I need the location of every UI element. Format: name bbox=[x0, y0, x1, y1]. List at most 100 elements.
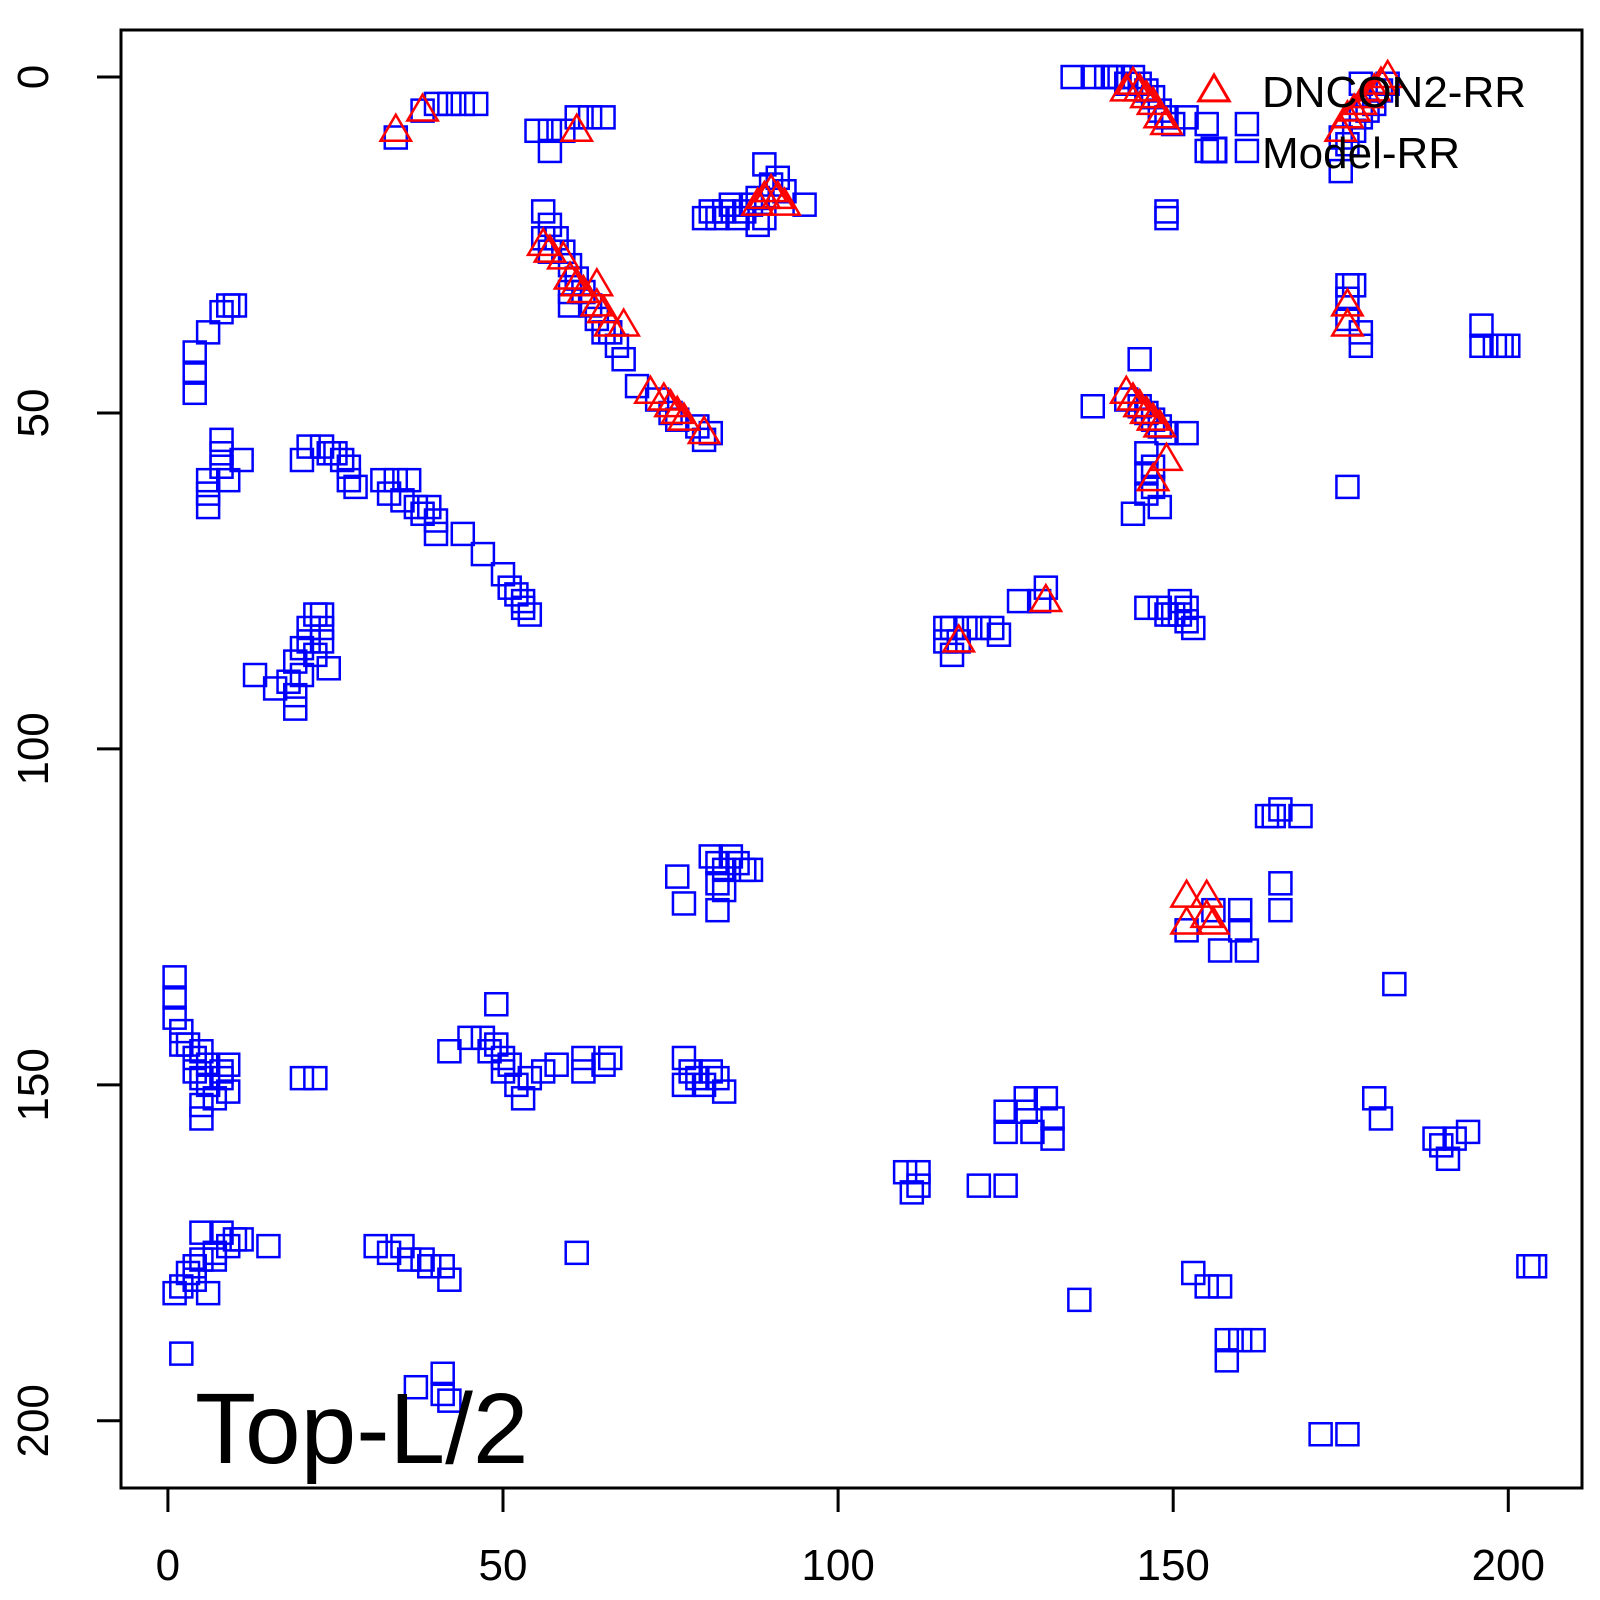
model-rr-point bbox=[189, 1092, 214, 1118]
dncon2-rr-point bbox=[1196, 905, 1231, 935]
model-rr-point bbox=[195, 494, 221, 520]
model-rr-point bbox=[1154, 602, 1179, 627]
dncon2-rr-point bbox=[1330, 287, 1365, 317]
model-rr-point bbox=[705, 850, 730, 876]
model-rr-point bbox=[383, 467, 409, 493]
model-rr-point bbox=[698, 844, 724, 869]
model-rr-point bbox=[463, 91, 489, 117]
x-tick-label: 200 bbox=[1472, 1541, 1545, 1590]
model-rr-point bbox=[403, 494, 429, 520]
y-tick-label: 150 bbox=[9, 1048, 58, 1121]
model-rr-point bbox=[1194, 1274, 1219, 1299]
dncon2-rr-point bbox=[552, 260, 588, 290]
model-rr-point bbox=[437, 91, 462, 117]
model-rr-point bbox=[685, 1065, 710, 1091]
model-rr-point bbox=[470, 1025, 496, 1051]
model-rr-point bbox=[189, 1220, 214, 1245]
model-rr-point bbox=[484, 991, 509, 1017]
model-rr-point bbox=[430, 1361, 455, 1387]
model-rr-point bbox=[162, 1280, 187, 1306]
model-rr-point bbox=[430, 1381, 455, 1407]
model-rr-point bbox=[571, 1059, 596, 1084]
model-rr-point bbox=[1013, 1099, 1038, 1124]
model-rr-point bbox=[537, 138, 563, 164]
dncon2-rr-point bbox=[1169, 878, 1204, 908]
x-tick-label: 50 bbox=[479, 1541, 528, 1590]
model-rr-point bbox=[892, 1159, 918, 1185]
model-rr-point bbox=[169, 1274, 194, 1299]
model-rr-point bbox=[504, 1072, 529, 1098]
model-rr-point bbox=[1308, 1421, 1333, 1447]
dncon2-rr-point bbox=[1370, 58, 1406, 89]
model-rr-point bbox=[1080, 394, 1106, 419]
model-rr-point bbox=[195, 1052, 221, 1077]
model-rr-point bbox=[1140, 454, 1166, 479]
model-rr-point bbox=[336, 454, 362, 479]
model-rr-point bbox=[484, 1032, 509, 1057]
model-rr-point bbox=[1174, 918, 1199, 943]
model-rr-point bbox=[175, 1032, 201, 1057]
model-rr-point bbox=[1288, 803, 1313, 829]
dncon2-rr-point bbox=[941, 622, 977, 653]
model-rr-point bbox=[1214, 1348, 1240, 1373]
model-rr-point bbox=[611, 346, 636, 372]
model-rr-point bbox=[189, 1247, 214, 1272]
model-rr-point bbox=[671, 891, 697, 916]
dncon2-rr-point bbox=[579, 287, 615, 317]
model-rr-point bbox=[1361, 1086, 1387, 1111]
model-rr-point bbox=[242, 662, 268, 688]
model-rr-point bbox=[691, 1072, 717, 1098]
model-rr-point bbox=[752, 152, 777, 177]
model-rr-point bbox=[303, 602, 328, 627]
model-rr-point bbox=[1482, 333, 1508, 359]
model-rr-point bbox=[517, 602, 543, 627]
model-rr-point bbox=[939, 642, 965, 668]
model-rr-point bbox=[417, 1254, 442, 1279]
legend: DNCON2-RR Model-RR bbox=[1196, 68, 1526, 178]
model-rr-point bbox=[711, 877, 737, 903]
model-rr-point bbox=[1174, 105, 1199, 130]
model-rr-point bbox=[1147, 494, 1173, 520]
model-rr-point bbox=[376, 1240, 402, 1266]
model-rr-point bbox=[1455, 1119, 1481, 1145]
model-rr-point bbox=[691, 427, 717, 453]
model-rr-point bbox=[410, 501, 435, 527]
model-rr-point bbox=[711, 199, 737, 224]
dncon2-rr-point bbox=[653, 387, 688, 418]
model-rr-point bbox=[1435, 1146, 1461, 1172]
dncon2-rr-point bbox=[1189, 878, 1225, 908]
model-rr-point bbox=[1254, 803, 1280, 829]
model-rr-point bbox=[678, 1059, 703, 1084]
model-rr-point bbox=[698, 1059, 724, 1084]
model-rr-point bbox=[1341, 273, 1367, 298]
model-rr-point bbox=[215, 293, 241, 318]
dncon2-rr-point bbox=[1108, 374, 1144, 404]
model-rr-point bbox=[1348, 320, 1374, 345]
dncon2-rr-point bbox=[753, 172, 789, 203]
model-rr-point bbox=[1154, 199, 1179, 224]
model-rr-point bbox=[725, 850, 750, 876]
model-rr-point bbox=[202, 1247, 228, 1272]
model-rr-point bbox=[215, 1079, 241, 1104]
model-rr-point bbox=[229, 1227, 254, 1252]
model-rr-point bbox=[1214, 1327, 1240, 1353]
model-rr-point bbox=[370, 467, 395, 493]
model-rr-point bbox=[202, 1086, 228, 1111]
model-rr-point bbox=[195, 1072, 221, 1098]
model-rr-point bbox=[450, 521, 476, 547]
model-rr-point bbox=[162, 985, 187, 1010]
model-rr-point bbox=[169, 1032, 194, 1057]
model-rr-point bbox=[1006, 588, 1032, 614]
model-rr-point bbox=[537, 118, 563, 144]
model-rr-point bbox=[1160, 602, 1186, 627]
model-rr-point bbox=[1134, 481, 1159, 506]
model-rr-point bbox=[303, 1065, 328, 1091]
dncon2-rr-point bbox=[1142, 407, 1178, 438]
model-rr-point bbox=[597, 1045, 623, 1071]
dncon2-rr-point bbox=[579, 266, 615, 297]
model-rr-point bbox=[289, 447, 315, 473]
legend-marker-model-rr bbox=[1200, 136, 1228, 164]
model-rr-point bbox=[591, 105, 616, 130]
model-rr-point bbox=[209, 441, 234, 466]
model-rr-point bbox=[1234, 938, 1260, 963]
